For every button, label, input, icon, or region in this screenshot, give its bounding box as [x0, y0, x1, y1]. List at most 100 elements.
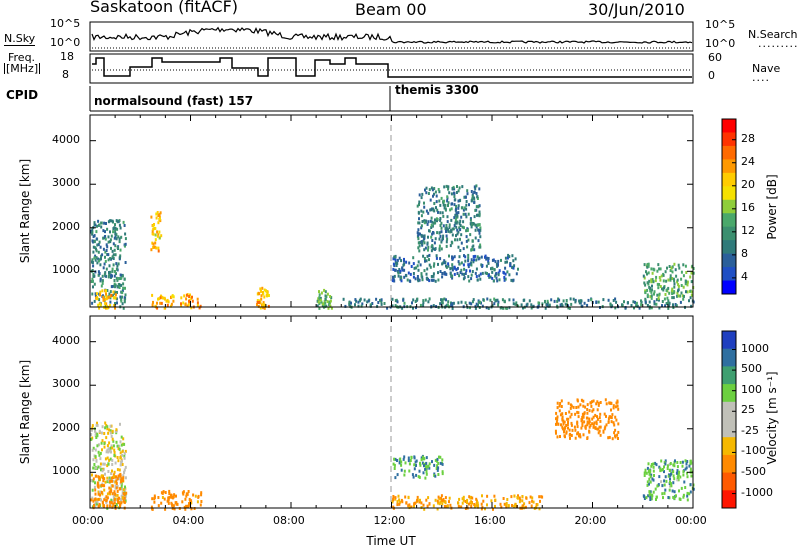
- velocity-echo: [612, 404, 615, 408]
- power-echo: [504, 256, 507, 260]
- velocity-echo: [664, 488, 667, 492]
- velocity-echo: [569, 415, 572, 419]
- power-echo: [101, 281, 104, 285]
- colorbar-swatch: [722, 213, 736, 228]
- power-echo: [685, 280, 688, 284]
- power-echo: [683, 294, 685, 298]
- power-echo: [590, 298, 593, 302]
- velocity-echo: [116, 477, 119, 481]
- power-echo: [447, 185, 450, 189]
- power-echo: [348, 303, 351, 306]
- power-echo: [396, 300, 399, 304]
- power-echo: [325, 304, 328, 308]
- velocity-echo: [105, 498, 108, 502]
- power-echo: [400, 279, 403, 283]
- power-echo: [405, 260, 408, 264]
- velocity-echo: [393, 467, 396, 470]
- power-echo: [422, 300, 425, 304]
- velocity-echo: [119, 503, 122, 506]
- velocity-echo: [646, 480, 649, 484]
- power-echo: [444, 203, 447, 207]
- power-echo: [470, 225, 473, 229]
- velocity-echo: [689, 490, 692, 494]
- power-echo: [118, 237, 121, 241]
- power-echo: [95, 247, 97, 251]
- velocity-echo: [396, 459, 398, 462]
- x-tick-label: 00:00: [72, 514, 104, 527]
- power-echo: [664, 293, 667, 296]
- power-echo: [96, 224, 98, 228]
- power-echo: [122, 286, 125, 290]
- velocity-echo: [97, 450, 100, 454]
- power-echo: [263, 288, 266, 292]
- power-echo: [151, 303, 154, 307]
- velocity-echo: [686, 475, 689, 479]
- power-echo: [422, 239, 425, 243]
- velocity-echo: [536, 503, 539, 507]
- velocity-echo: [663, 483, 666, 487]
- power-echo: [456, 228, 459, 232]
- power-echo: [393, 255, 396, 259]
- velocity-echo: [106, 425, 109, 429]
- power-echo: [321, 302, 324, 306]
- velocity-echo: [672, 463, 675, 467]
- power-echo: [425, 272, 428, 276]
- velocity-echo: [592, 408, 595, 412]
- power-echo: [609, 303, 612, 307]
- power-echo: [318, 306, 321, 310]
- power-echo: [121, 302, 124, 306]
- power-echo: [650, 267, 653, 271]
- power-echo: [460, 233, 463, 237]
- velocity-echo: [91, 424, 94, 428]
- velocity-echo: [578, 434, 580, 438]
- velocity-echo: [524, 505, 527, 509]
- velocity-echo: [110, 444, 113, 448]
- power-echo: [477, 204, 480, 208]
- velocity-echo: [579, 403, 582, 407]
- velocity-echo: [103, 445, 106, 449]
- velocity-echo: [173, 507, 176, 511]
- power-echo: [646, 265, 649, 269]
- velocity-echo: [102, 479, 105, 483]
- power-echo: [440, 300, 443, 304]
- power-echo: [655, 302, 658, 306]
- power-echo: [91, 232, 94, 236]
- power-echo: [671, 292, 674, 295]
- power-echo: [650, 294, 653, 298]
- power-echo: [391, 297, 394, 301]
- power-echo: [473, 190, 476, 194]
- velocity-echo: [407, 504, 410, 508]
- power-echo: [447, 229, 450, 233]
- power-echo: [420, 234, 423, 238]
- velocity-echo: [581, 415, 584, 419]
- power-echo: [105, 304, 108, 308]
- power-echo: [419, 241, 422, 244]
- power-echo: [172, 295, 175, 299]
- power-echo: [196, 297, 199, 301]
- power-echo: [116, 278, 119, 282]
- power-echo: [392, 267, 395, 271]
- power-echo: [117, 284, 120, 288]
- power-echo: [450, 303, 453, 307]
- power-echo: [423, 219, 426, 223]
- power-echo: [445, 184, 448, 188]
- power-echo: [115, 297, 118, 301]
- power-echo: [449, 267, 452, 271]
- power-echo: [473, 196, 475, 200]
- power-echo: [440, 221, 443, 225]
- power-echo: [504, 306, 507, 310]
- velocity-echo: [669, 484, 671, 488]
- power-echo: [477, 303, 479, 307]
- power-echo: [93, 282, 96, 286]
- power-echo: [653, 300, 656, 304]
- power-echo: [101, 279, 104, 283]
- velocity-cbar-tick-label: 100: [741, 382, 762, 396]
- power-echo: [485, 306, 488, 310]
- velocity-echo: [667, 496, 670, 499]
- power-echo: [98, 306, 101, 310]
- velocity-echo: [188, 502, 191, 506]
- velocity-echo: [575, 406, 578, 409]
- power-echo: [476, 197, 479, 200]
- power-echo: [421, 278, 424, 282]
- power-echo: [689, 275, 692, 279]
